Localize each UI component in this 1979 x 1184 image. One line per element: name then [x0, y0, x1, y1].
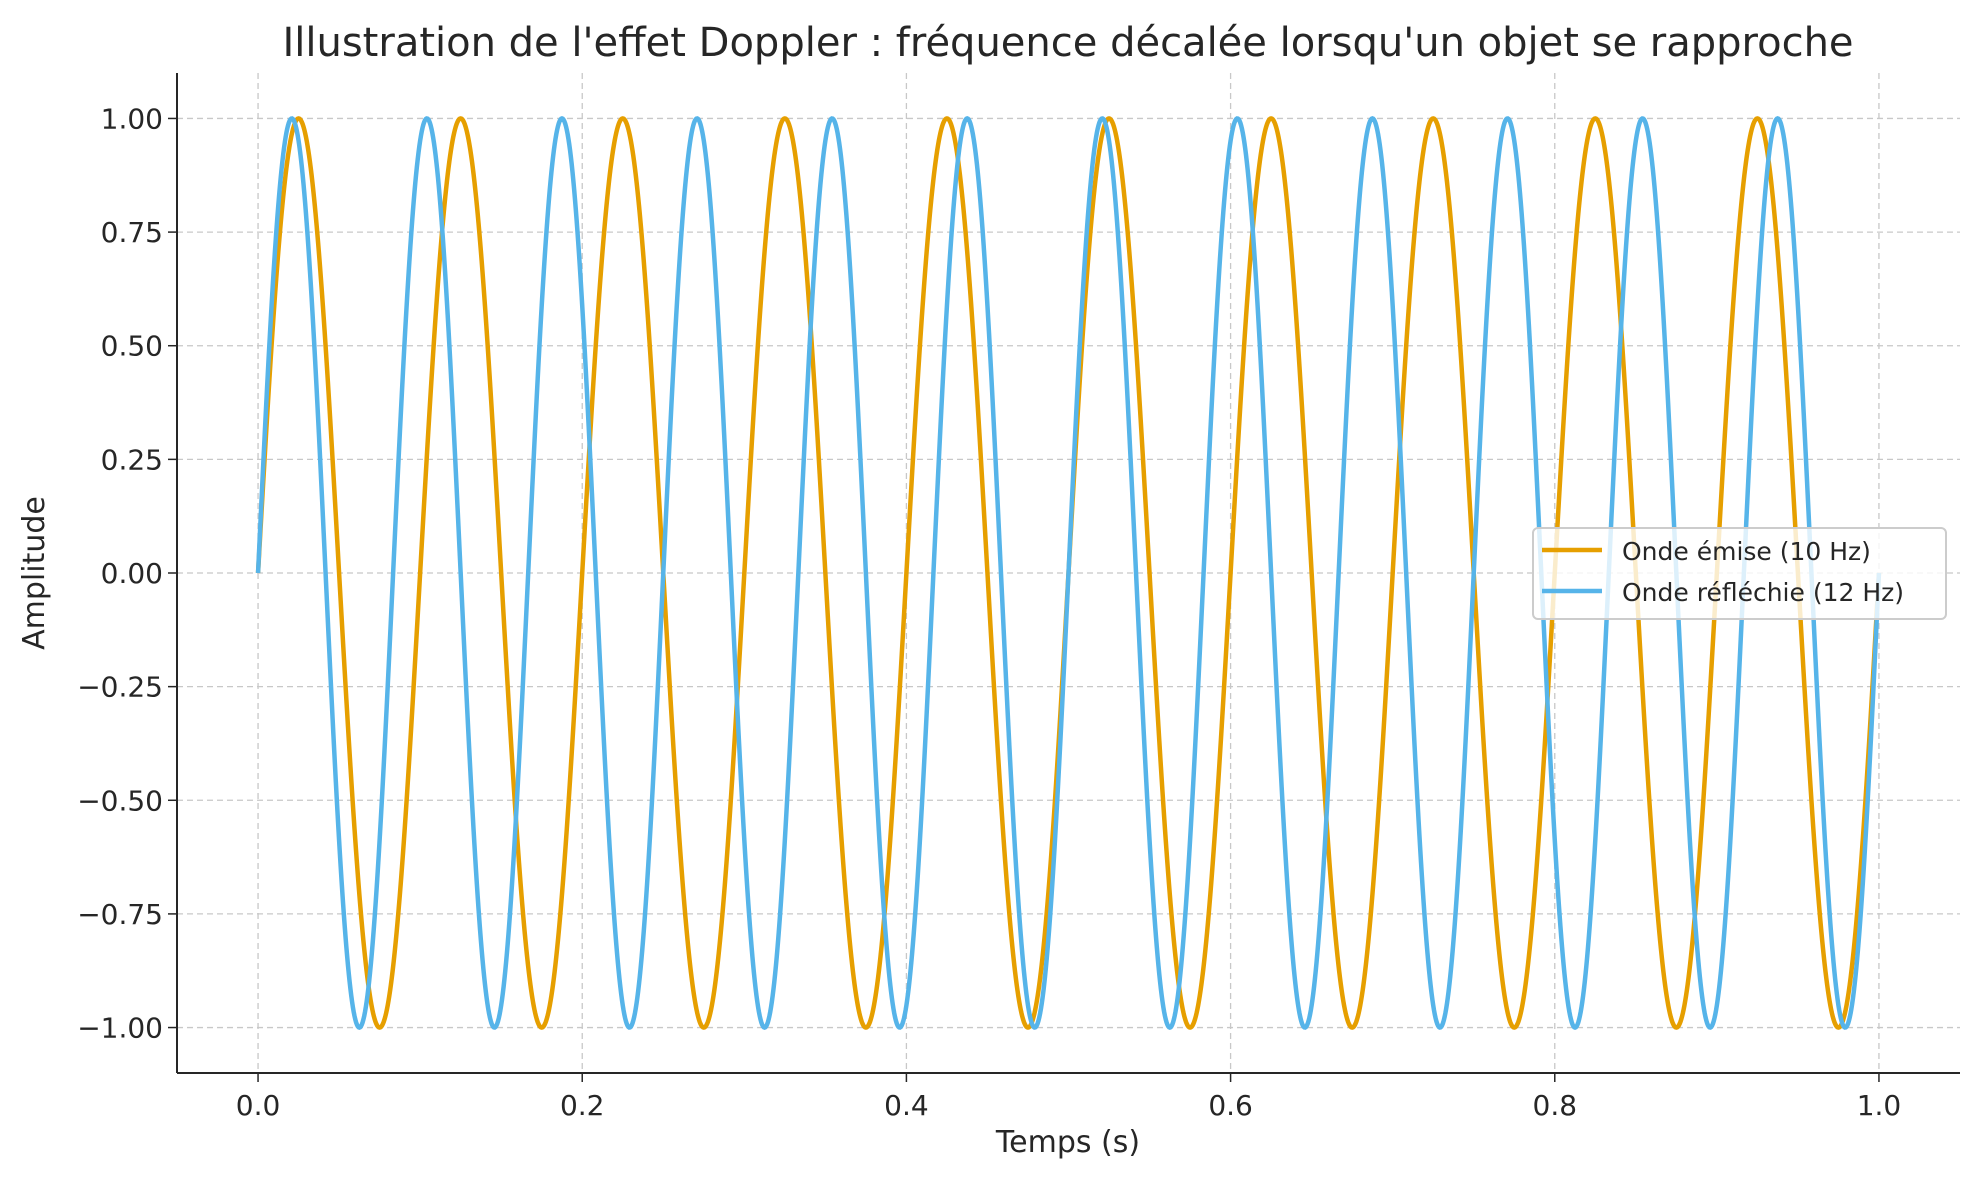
y-tick-label: −0.75	[77, 898, 163, 931]
x-axis-label: Temps (s)	[995, 1125, 1140, 1160]
chart-title: Illustration de l'effet Doppler : fréque…	[282, 20, 1853, 66]
ticks: 0.0 0.2 0.4 0.6 0.8 1.0 1.00 0.75 0.50 0.25 0.00 −0…	[77, 102, 1901, 1122]
x-tick-label: 0.0	[236, 1089, 281, 1122]
x-tick-label: 0.8	[1533, 1089, 1578, 1122]
y-tick-label: −0.25	[77, 671, 163, 704]
y-tick-label: 1.00	[101, 102, 163, 135]
x-tick-label: 0.4	[884, 1089, 929, 1122]
x-tick-label: 1.0	[1857, 1089, 1902, 1122]
legend-box	[1532, 527, 1947, 620]
x-tick-label: 0.2	[560, 1089, 605, 1122]
y-tick-label: 0.00	[101, 557, 163, 590]
y-tick-label: 0.75	[101, 216, 163, 249]
y-tick-label: 0.50	[101, 330, 163, 363]
legend: Onde émise (10 Hz) Onde réfléchie (12 Hz…	[1532, 527, 1947, 620]
y-axis-label: Amplitude	[17, 496, 52, 650]
x-tick-label: 0.6	[1208, 1089, 1253, 1122]
y-tick-label: −1.00	[77, 1012, 163, 1045]
y-tick-label: 0.25	[101, 443, 163, 476]
y-tick-label: −0.50	[77, 784, 163, 817]
legend-label-emise: Onde émise (10 Hz)	[1622, 537, 1871, 566]
legend-label-reflechie: Onde réfléchie (12 Hz)	[1622, 578, 1904, 607]
